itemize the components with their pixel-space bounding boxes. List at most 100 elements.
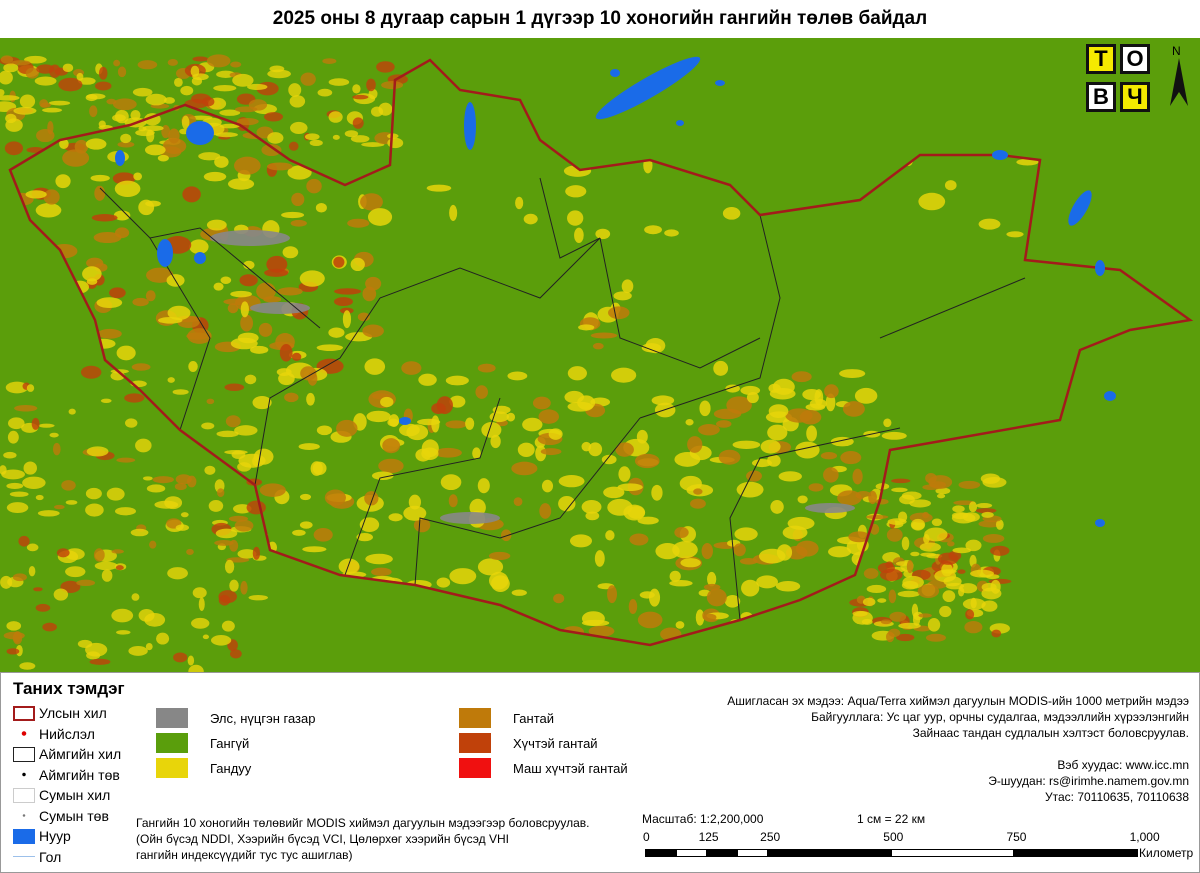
drought-patch	[862, 597, 876, 607]
drought-patch	[679, 475, 702, 492]
drought-patch	[26, 384, 35, 392]
drought-patch	[352, 117, 364, 129]
drought-patch	[302, 546, 327, 553]
drought-patch	[360, 158, 379, 172]
drought-patch	[149, 540, 157, 549]
drought-patch	[581, 619, 610, 627]
drought-patch	[672, 541, 698, 559]
drought-patch	[613, 291, 632, 301]
drought-patch	[267, 132, 284, 144]
drought-patch	[338, 558, 360, 575]
drought-patch	[877, 562, 895, 574]
drought-patch	[569, 534, 593, 548]
drought-patch	[406, 424, 429, 441]
red-dot-icon	[13, 726, 35, 741]
drought-patch	[848, 531, 870, 543]
drought-patch	[298, 443, 320, 451]
legend-class: Гандуу	[156, 758, 251, 778]
drought-patch	[511, 589, 527, 596]
drought-patch	[187, 655, 195, 666]
drought-patch	[636, 429, 648, 444]
drought-patch	[436, 577, 451, 588]
drought-patch	[952, 505, 965, 513]
drought-patch	[715, 420, 732, 428]
drought-patch	[829, 164, 848, 176]
drought-patch	[56, 340, 83, 358]
scale-tick-label: 750	[1006, 830, 1027, 844]
lake	[399, 417, 411, 425]
drought-patch	[958, 480, 981, 489]
drought-patch	[291, 613, 315, 623]
drought-patch	[815, 157, 824, 166]
drought-patch	[56, 548, 70, 558]
drought-patch	[634, 453, 660, 469]
drought-patch	[162, 138, 187, 155]
drought-patch	[834, 186, 857, 198]
aimag-border	[344, 397, 501, 576]
drought-patch	[198, 597, 205, 612]
drought-patch	[253, 448, 274, 465]
drought-patch	[49, 64, 61, 78]
scale-segment	[768, 849, 892, 857]
drought-patch	[125, 418, 138, 428]
drought-patch	[300, 366, 317, 381]
drought-patch	[35, 603, 51, 612]
drought-patch	[445, 375, 469, 386]
drought-patch	[324, 489, 346, 506]
drought-patch	[131, 593, 140, 601]
drought-patch	[117, 141, 135, 148]
drought-patch	[361, 142, 385, 147]
drought-patch	[968, 501, 978, 513]
drought-patch	[490, 434, 501, 449]
drought-patch	[247, 83, 268, 91]
drought-patch	[941, 569, 957, 574]
drought-patch	[290, 121, 308, 134]
drought-patch	[436, 630, 450, 644]
drought-patch	[978, 218, 1001, 230]
drought-patch	[192, 73, 209, 81]
drought-patch	[706, 588, 727, 607]
logo-letter: Ч	[1120, 82, 1150, 112]
drought-patch	[35, 494, 44, 501]
drought-patch	[828, 546, 852, 558]
drought-patch	[805, 503, 855, 513]
drought-patch	[981, 600, 998, 612]
drought-patch	[865, 514, 889, 520]
drought-patch	[680, 558, 701, 568]
drought-patch	[675, 621, 685, 629]
drought-patch	[203, 171, 227, 182]
drought-patch	[413, 518, 431, 533]
drought-patch	[34, 76, 57, 86]
drought-patch	[19, 662, 36, 670]
drought-patch	[897, 590, 920, 598]
drought-patch	[440, 512, 500, 524]
drought-patch	[18, 535, 30, 547]
drought-patch	[145, 642, 153, 651]
drought-patch	[100, 398, 112, 403]
drought-patch	[767, 454, 781, 467]
drought-patch	[299, 270, 325, 287]
drought-patch	[896, 561, 911, 566]
drought-patch	[14, 404, 38, 412]
legend-class: Маш хүчтэй гантай	[459, 758, 628, 778]
drought-patch	[373, 594, 390, 609]
drought-patch	[669, 570, 681, 582]
drought-patch	[261, 587, 285, 605]
drought-patch	[320, 577, 347, 595]
drought-patch	[883, 418, 892, 428]
drought-patch	[25, 67, 39, 79]
drought-patch	[594, 550, 605, 567]
legend-symbol-label: Сумын төв	[39, 807, 109, 824]
drought-patch	[1016, 158, 1039, 166]
drought-patch	[94, 185, 106, 201]
aimag-border	[379, 237, 601, 299]
source-line: Байгууллага: Ус цаг уур, орчны судалгаа,…	[811, 710, 1189, 724]
drought-patch	[86, 93, 106, 100]
drought-patch	[365, 589, 384, 598]
drought-patch	[473, 603, 490, 611]
drought-patch	[316, 344, 344, 352]
drought-patch	[201, 422, 215, 430]
legend-symbol: Сумын төв	[13, 806, 109, 826]
drought-patch	[517, 442, 535, 458]
drought-patch	[489, 571, 509, 590]
